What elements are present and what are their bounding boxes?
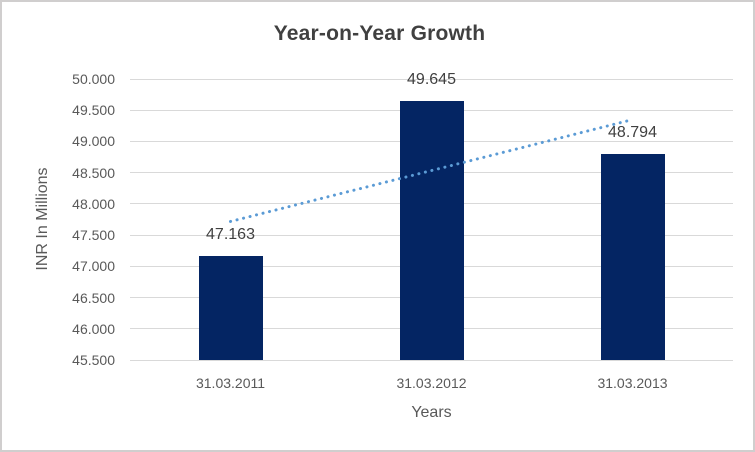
y-tick-label: 48.500 — [72, 164, 115, 181]
y-tick-label: 49.500 — [72, 102, 115, 119]
chart-title[interactable]: Year-on-Year Growth — [273, 22, 486, 45]
y-tick-label: 46.500 — [72, 289, 115, 306]
x-tick-label: 31.03.2013 — [597, 375, 668, 391]
y-tick-label: 47.500 — [72, 227, 115, 244]
x-axis-title: Years — [411, 404, 452, 421]
bar-value-label: 47.163 — [206, 226, 255, 244]
y-tick-label: 48.000 — [72, 195, 115, 212]
bar[interactable] — [198, 256, 263, 360]
x-tick-label: 31.03.2012 — [396, 375, 467, 391]
gridline — [130, 359, 733, 361]
trendline[interactable] — [229, 118, 634, 223]
y-tick-label: 50.000 — [72, 71, 115, 87]
gridline — [130, 78, 733, 80]
y-tick-label: 45.500 — [72, 352, 115, 368]
bar[interactable] — [600, 154, 665, 360]
y-tick-label: 46.000 — [72, 320, 115, 337]
x-tick-label: 31.03.2011 — [195, 375, 266, 391]
bar[interactable] — [399, 101, 464, 360]
y-tick-label: 49.000 — [72, 133, 115, 150]
bar-value-label: 48.794 — [608, 124, 657, 142]
y-tick-label: 47.000 — [72, 258, 115, 275]
bar-value-label: 49.645 — [407, 71, 456, 89]
